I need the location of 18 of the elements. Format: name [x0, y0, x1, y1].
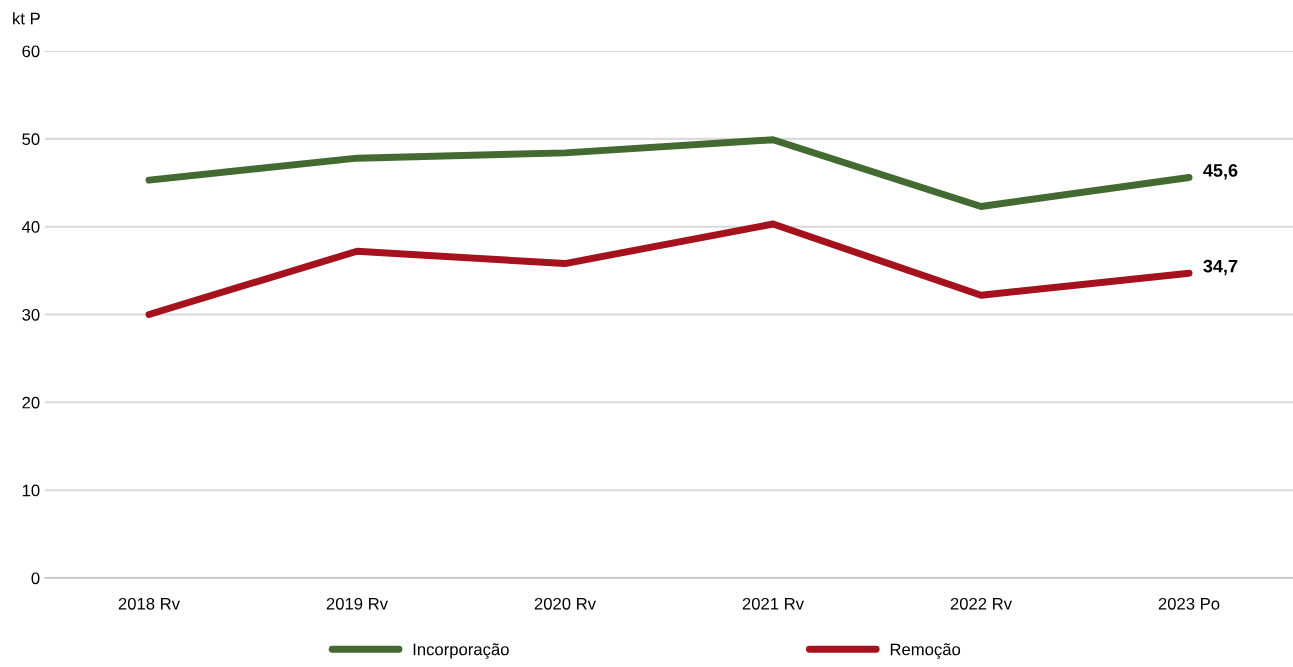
y-axis-title: kt P	[13, 12, 40, 25]
x-tick-label: 2018 Rv	[118, 597, 180, 610]
data-label: 34,7	[1203, 259, 1238, 276]
legend-label: Remoção	[890, 643, 961, 659]
y-tick-label: 20	[22, 396, 40, 409]
x-tick-label: 2021 Rv	[742, 597, 804, 610]
y-tick-label: 30	[22, 308, 40, 321]
legend-label: Incorporação	[413, 643, 509, 659]
y-tick-label: 50	[22, 133, 40, 146]
data-label: 45,6	[1203, 163, 1238, 180]
y-tick-label: 60	[22, 45, 40, 58]
y-tick-label: 10	[22, 484, 40, 497]
x-tick-label: 2022 Rv	[950, 597, 1012, 610]
y-tick-label: 40	[21, 221, 40, 233]
x-tick-label: 2019 Rv	[326, 597, 388, 610]
x-tick-label: 2023 Po	[1158, 597, 1220, 610]
x-tick-label: 2020 Rv	[534, 597, 596, 610]
y-tick-label: 0	[31, 572, 40, 585]
